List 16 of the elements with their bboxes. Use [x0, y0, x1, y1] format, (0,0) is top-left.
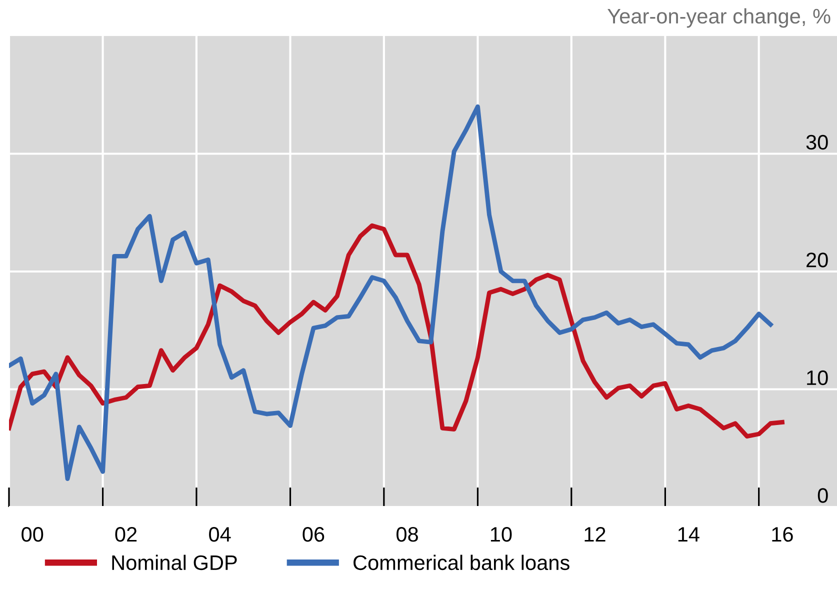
y-axis-title: Year-on-year change, % — [608, 8, 830, 28]
x-tick-label: 04 — [209, 526, 231, 542]
y-tick-label: 30 — [806, 134, 828, 150]
y-tick-label: 20 — [806, 252, 828, 268]
x-tick-label: 06 — [302, 526, 324, 542]
x-tick-label: 08 — [396, 526, 418, 542]
x-tick-label: 00 — [22, 526, 44, 542]
x-tick-label: 02 — [115, 526, 137, 542]
legend-label: Commerical bank loans — [354, 554, 570, 570]
x-tick-label: 16 — [772, 526, 793, 542]
x-tick-label: 14 — [678, 527, 700, 542]
y-tick-label: 10 — [807, 370, 828, 386]
x-tick-label: 12 — [584, 526, 606, 542]
y-tick-label: 0 — [818, 488, 828, 503]
legend-label: Nominal GDP — [112, 554, 237, 570]
x-tick-label: 10 — [490, 526, 512, 542]
